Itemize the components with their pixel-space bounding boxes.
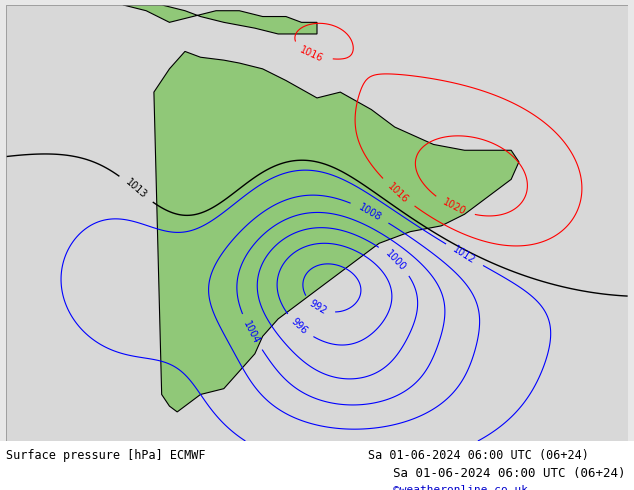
Text: 1000: 1000 xyxy=(383,248,408,272)
Text: 1020: 1020 xyxy=(441,197,468,218)
Text: 1013: 1013 xyxy=(124,177,148,201)
Text: ©weatheronline.co.uk: ©weatheronline.co.uk xyxy=(368,478,503,488)
Text: Sa 01-06-2024 06:00 UTC (06+24): Sa 01-06-2024 06:00 UTC (06+24) xyxy=(368,449,588,462)
Text: Surface pressure [hPa] ECMWF: Surface pressure [hPa] ECMWF xyxy=(10,443,220,456)
Text: Sa 01-06-2024 06:00 UTC (06+24): Sa 01-06-2024 06:00 UTC (06+24) xyxy=(393,467,626,480)
Text: 992: 992 xyxy=(307,298,328,317)
Text: 1012: 1012 xyxy=(451,244,477,266)
Polygon shape xyxy=(154,51,519,412)
Text: 1016: 1016 xyxy=(299,45,325,64)
Text: Surface pressure [hPa] ECMWF: Surface pressure [hPa] ECMWF xyxy=(6,449,206,462)
Text: 996: 996 xyxy=(289,317,309,337)
Text: 1004: 1004 xyxy=(242,319,262,345)
Text: 1008: 1008 xyxy=(357,202,383,223)
Text: ©weatheronline.co.uk: ©weatheronline.co.uk xyxy=(393,485,528,490)
Polygon shape xyxy=(123,5,317,34)
Text: 1016: 1016 xyxy=(385,181,410,205)
